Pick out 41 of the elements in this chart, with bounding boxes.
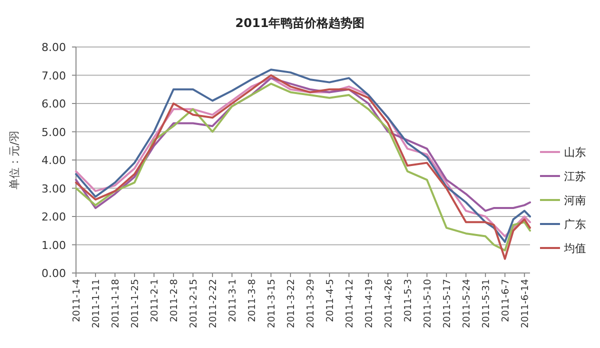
x-tick-label: 2011-5-17	[442, 279, 453, 328]
x-tick-label: 2011-2-8	[168, 279, 180, 322]
legend-label: 河南	[564, 194, 586, 207]
x-tick-label: 2011-4-19	[364, 279, 375, 328]
x-tick-label: 2011-3-15	[266, 279, 278, 328]
line-series	[75, 77, 531, 212]
x-tick-label: 2011-5-10	[422, 279, 434, 328]
y-tick-label: 5.00	[42, 126, 66, 139]
y-tick-label: 7.00	[42, 69, 66, 82]
x-tick-label: 2011-1-25	[130, 279, 141, 328]
x-tick-label: 2011-3-22	[286, 279, 297, 328]
y-tick-label: 1.00	[42, 238, 66, 252]
y-tick-label: 6.00	[42, 98, 66, 110]
x-tick-label: 2011-2-15	[188, 279, 200, 328]
x-tick-label: 2011-6-14	[520, 279, 531, 328]
legend-label: 均值	[563, 242, 586, 255]
y-tick-label: 4.00	[42, 154, 66, 167]
x-tick-label: 2011-4-26	[383, 279, 394, 328]
legend-label: 江苏	[564, 170, 586, 183]
x-tick-label: 2011-5-31	[480, 279, 492, 328]
x-tick-label: 2011-6-7	[500, 279, 512, 322]
legend-label: 广东	[564, 218, 586, 231]
x-tick-label: 2011-3-8	[246, 279, 258, 322]
chart-title: 2011年鸭苗价格趋势图	[235, 16, 365, 30]
legend-label: 山东	[564, 146, 586, 159]
x-tick-label: 2011-4-5	[324, 279, 336, 322]
x-tick-label: 2011-4-12	[344, 279, 356, 328]
x-tick-label: 2011-3-1	[227, 279, 238, 322]
y-tick-label: 0.00	[42, 267, 66, 280]
x-tick-label: 2011-1-18	[110, 279, 122, 328]
x-tick-label: 2011-5-24	[461, 279, 472, 328]
x-tick-label: 2011-1-4	[72, 279, 82, 322]
x-tick-label: 2011-2-1	[149, 279, 160, 322]
y-axis-title: 单位：元/羽	[8, 130, 21, 190]
x-tick-label: 2011-5-3	[402, 279, 414, 322]
y-tick-label: 3.00	[42, 182, 66, 196]
x-tick-label: 2011-1-11	[90, 279, 102, 328]
y-tick-label: 2.00	[42, 210, 66, 224]
y-tick-label: 8.00	[42, 41, 66, 54]
x-tick-label: 2011-3-29	[305, 279, 316, 328]
x-tick-label: 2011-2-22	[208, 279, 219, 328]
